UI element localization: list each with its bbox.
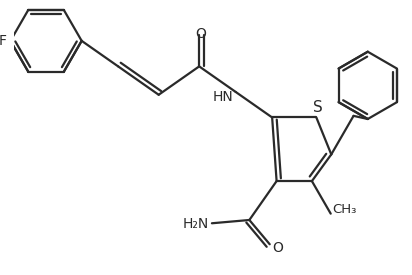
Text: H₂N: H₂N bbox=[183, 217, 209, 231]
Text: HN: HN bbox=[213, 90, 234, 104]
Text: F: F bbox=[0, 34, 7, 48]
Text: S: S bbox=[314, 100, 323, 115]
Text: O: O bbox=[195, 27, 206, 41]
Text: CH₃: CH₃ bbox=[332, 203, 357, 216]
Text: O: O bbox=[273, 241, 283, 255]
